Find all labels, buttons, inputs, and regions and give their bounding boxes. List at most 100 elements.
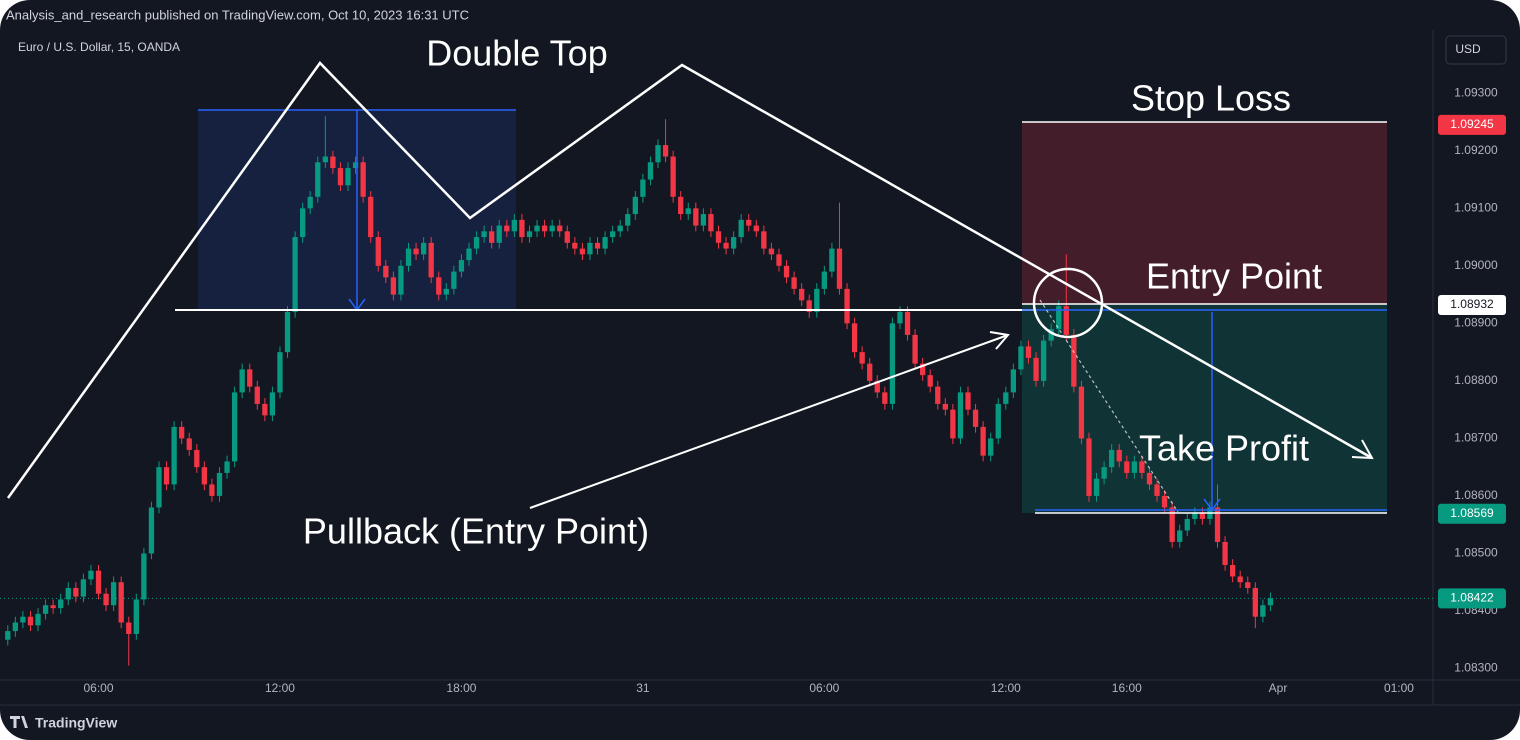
candle-body <box>685 208 691 215</box>
candle-body <box>738 219 744 238</box>
candle-body <box>1252 587 1258 617</box>
candle-body <box>965 392 971 410</box>
candle-body <box>1139 461 1145 473</box>
candle-body <box>1109 449 1115 468</box>
candle-body <box>345 168 351 186</box>
candle-body <box>50 605 56 609</box>
candle-body <box>300 208 306 238</box>
candle-body <box>1003 392 1009 404</box>
annotation: Pullback (Entry Point) <box>303 511 649 552</box>
symbol-title: Euro / U.S. Dollar, 15, OANDA <box>18 40 180 54</box>
candle-body <box>753 225 759 232</box>
pullback-arrow <box>529 334 1009 509</box>
price-tag <box>1438 294 1506 315</box>
candle-body <box>307 196 313 209</box>
candle-body <box>602 237 608 249</box>
candle-body <box>118 582 124 623</box>
candle-body <box>678 196 684 215</box>
candle-body <box>904 311 911 335</box>
candle-body <box>526 231 533 238</box>
candle-body <box>1124 461 1130 473</box>
candle-body <box>1131 461 1137 473</box>
candle-body <box>428 242 434 278</box>
candle-body <box>451 271 457 289</box>
candle-body <box>1086 438 1092 496</box>
brand-name: TradingView <box>35 715 117 731</box>
candles <box>5 116 1274 666</box>
candle-body <box>1116 449 1122 462</box>
candle-body <box>564 231 570 243</box>
y-tick-label: 1.08500 <box>1454 546 1498 560</box>
candle-body <box>1018 346 1024 370</box>
candle-body <box>1010 369 1017 393</box>
candle-body <box>882 392 888 404</box>
retest-dotted <box>1039 299 1179 513</box>
price-tag <box>1438 114 1506 135</box>
candle-body <box>746 219 752 226</box>
currency-label[interactable]: USD <box>1455 42 1481 56</box>
candle-body <box>473 237 480 249</box>
candle-body <box>942 403 948 410</box>
x-tick-label: 16:00 <box>1112 681 1142 695</box>
candle-body <box>375 237 381 266</box>
candle-body <box>360 162 366 197</box>
candle-body <box>1154 484 1160 496</box>
candle-body <box>980 426 986 456</box>
candle-body <box>867 363 873 381</box>
target-measure-arrow <box>1203 498 1221 512</box>
x-tick-label: 06:00 <box>83 681 113 695</box>
candle-body <box>133 599 139 634</box>
candle-body <box>988 438 994 456</box>
candle-body <box>95 570 102 594</box>
candle-body <box>171 426 177 485</box>
candle-body <box>496 225 502 243</box>
y-tick-label: 1.08600 <box>1454 488 1498 502</box>
annotation: Stop Loss <box>1131 78 1291 119</box>
y-tick-label: 1.09200 <box>1454 143 1498 157</box>
candle-body <box>58 599 64 609</box>
candle-body <box>20 616 26 623</box>
candle-body <box>80 579 87 597</box>
candle-body <box>201 467 208 485</box>
candle-body <box>1056 306 1062 330</box>
candle-body <box>700 214 707 226</box>
candle-body <box>632 196 638 215</box>
candle-body <box>723 242 729 249</box>
candle-body <box>269 392 276 416</box>
candle-body <box>148 507 155 554</box>
candle-body <box>935 386 941 404</box>
candle-body <box>390 277 397 295</box>
double-top-path <box>6 61 1373 499</box>
y-tick-label: 1.08800 <box>1454 373 1498 387</box>
candle-body <box>383 265 389 278</box>
x-tick-label: 01:00 <box>1384 681 1414 695</box>
candle-body <box>35 613 41 626</box>
candle-body <box>1267 598 1274 606</box>
candle-body <box>126 622 132 634</box>
candle-body <box>730 237 737 249</box>
candle-body <box>579 248 586 255</box>
candle-body <box>1199 513 1206 519</box>
entry-circle <box>1032 267 1104 339</box>
annotation: Entry Point <box>1146 256 1322 297</box>
candle-body <box>163 467 170 485</box>
candle-body <box>715 231 722 243</box>
candle-body <box>761 231 767 249</box>
candle-body <box>791 277 797 289</box>
price-tag <box>1438 588 1506 609</box>
candle-body <box>1184 518 1190 531</box>
candle-body <box>1260 605 1266 617</box>
candle-body <box>693 208 699 226</box>
y-tick-label: 1.08700 <box>1454 431 1498 445</box>
brand-logo <box>10 716 28 728</box>
candle-body <box>156 467 162 508</box>
candle-body <box>277 352 283 393</box>
candle-body <box>1245 582 1251 588</box>
x-tick-label: 06:00 <box>809 681 839 695</box>
candle-body <box>768 248 775 255</box>
x-tick-label: 12:00 <box>265 681 295 695</box>
x-tick-label: 31 <box>636 681 650 695</box>
currency-button[interactable] <box>1445 35 1507 65</box>
candle-body <box>1078 386 1085 439</box>
